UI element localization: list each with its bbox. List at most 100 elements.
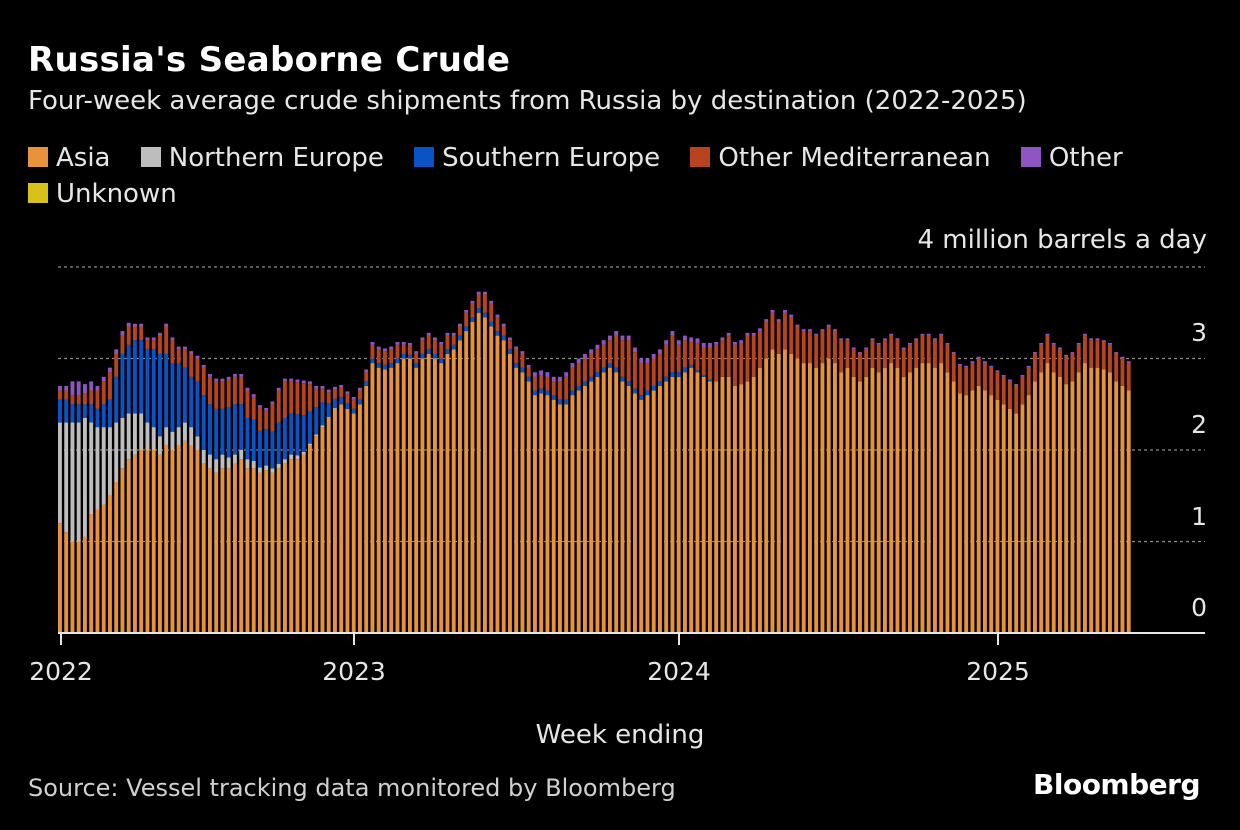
bar-segment-other-mediterranean xyxy=(70,395,75,405)
bar-segment-other-mediterranean xyxy=(414,353,419,364)
bar-segment-asia xyxy=(401,358,406,633)
bar-segment-other-mediterranean xyxy=(95,390,100,409)
bar-segment-asia xyxy=(364,385,369,633)
bar-segment-other-mediterranean xyxy=(458,326,462,336)
bar-segment-other-mediterranean xyxy=(539,374,544,389)
bar-segment-northern-europe xyxy=(189,427,194,446)
bar-segment-southern-europe xyxy=(645,390,650,396)
bar-segment-asia xyxy=(201,463,206,634)
bar-segment-other-mediterranean xyxy=(551,381,556,396)
bar-segment-asia xyxy=(358,404,362,633)
bar-segment-southern-europe xyxy=(226,407,231,458)
bar-segment-asia xyxy=(1020,404,1025,633)
bar-segment-other-mediterranean xyxy=(801,331,806,364)
bar-segment-southern-europe xyxy=(133,340,137,414)
bar-segment-southern-europe xyxy=(145,349,150,423)
bar-segment-other-mediterranean xyxy=(1114,353,1119,382)
bar-segment-other-mediterranean xyxy=(620,340,625,377)
bar-segment-asia xyxy=(545,395,550,633)
bar-segment-other-mediterranean xyxy=(420,340,425,354)
bar-segment-other-mediterranean xyxy=(470,303,475,318)
bar-segment-other xyxy=(158,332,162,336)
bar-segment-other xyxy=(495,314,500,318)
bar-segment-asia xyxy=(451,349,456,633)
bar-segment-northern-europe xyxy=(264,465,269,471)
bar-segment-other xyxy=(376,346,381,350)
bar-segment-asia xyxy=(145,450,150,633)
bar-segment-other xyxy=(320,385,325,389)
bar-segment-other-mediterranean xyxy=(251,396,256,420)
bar-segment-other xyxy=(845,338,850,341)
bar-segment-southern-europe xyxy=(545,390,550,396)
bar-segment-southern-europe xyxy=(683,367,687,373)
bar-segment-other-mediterranean xyxy=(401,344,406,354)
bar-segment-other xyxy=(208,374,212,377)
bar-segment-other xyxy=(464,310,469,313)
bar-segment-asia xyxy=(1051,372,1056,633)
bar-segment-southern-europe xyxy=(158,353,162,437)
bar-segment-other xyxy=(1126,361,1131,364)
bar-segment-other-mediterranean xyxy=(1033,353,1037,382)
bar-segment-asia xyxy=(470,321,475,633)
bar-segment-other-mediterranean xyxy=(589,353,594,377)
bar-segment-southern-europe xyxy=(258,430,262,468)
bar-segment-southern-europe xyxy=(208,404,212,455)
bar-segment-southern-europe xyxy=(89,404,94,423)
bar-segment-other xyxy=(839,338,844,341)
bar-segment-other xyxy=(883,338,887,341)
bar-segment-asia xyxy=(726,376,731,633)
bar-segment-other-mediterranean xyxy=(614,335,619,368)
bar-segment-southern-europe xyxy=(614,367,619,373)
bar-segment-other xyxy=(389,346,394,350)
bar-segment-other-mediterranean xyxy=(333,389,337,399)
bar-segment-southern-europe xyxy=(664,376,669,382)
bar-segment-asia xyxy=(908,372,912,633)
bar-segment-southern-europe xyxy=(245,417,250,460)
bar-segment-southern-europe xyxy=(495,331,500,336)
bar-segment-asia xyxy=(789,353,794,633)
x-ticks: 2022 2023 2024 2025 xyxy=(29,633,1030,686)
legend-item-other-mediterranean: Other Mediterranean xyxy=(690,140,991,176)
bar-segment-other-mediterranean xyxy=(1076,344,1081,373)
bar-segment-other-mediterranean xyxy=(108,372,112,400)
bar-segment-asia xyxy=(276,468,281,633)
bar-segment-southern-europe xyxy=(370,358,375,364)
bar-segment-asia xyxy=(151,450,156,633)
bar-segment-other-mediterranean xyxy=(733,344,737,386)
bar-segment-asia xyxy=(258,472,262,634)
bar-segment-other xyxy=(658,349,662,354)
bar-segment-northern-europe xyxy=(70,422,75,542)
bar-segment-asia xyxy=(895,367,900,633)
bar-segment-other-mediterranean xyxy=(314,388,319,407)
bar-segment-other-mediterranean xyxy=(64,390,69,400)
bar-segment-other xyxy=(89,381,94,391)
bar-segment-other xyxy=(176,346,181,350)
bar-segment-asia xyxy=(1108,372,1112,633)
bar-segment-other xyxy=(283,378,287,382)
bar-segment-other-mediterranean xyxy=(58,390,62,400)
bar-segment-southern-europe xyxy=(608,363,612,368)
bar-segment-other xyxy=(1101,340,1106,343)
bar-segment-northern-europe xyxy=(83,417,87,537)
bar-segment-asia xyxy=(1101,369,1106,633)
bar-segment-asia xyxy=(1114,381,1119,634)
bar-series xyxy=(58,291,1131,634)
bar-segment-other-mediterranean xyxy=(633,352,637,389)
bar-segment-southern-europe xyxy=(358,399,362,405)
bar-segment-northern-europe xyxy=(308,443,312,446)
bar-segment-other xyxy=(489,300,494,304)
bar-segment-other xyxy=(533,372,537,377)
bar-segment-other-mediterranean xyxy=(701,347,706,375)
bar-segment-other xyxy=(645,358,650,364)
bar-segment-southern-europe xyxy=(539,388,544,394)
bar-segment-other xyxy=(758,328,762,332)
bar-segment-asia xyxy=(95,509,100,634)
bar-segment-asia xyxy=(420,358,425,633)
bar-segment-asia xyxy=(1026,395,1031,633)
bar-segment-other xyxy=(520,351,525,354)
bar-segment-other xyxy=(876,342,881,345)
bar-segment-asia xyxy=(70,541,75,633)
bar-segment-other xyxy=(951,352,956,354)
bar-segment-other xyxy=(345,391,350,395)
bar-segment-other xyxy=(1026,365,1031,368)
